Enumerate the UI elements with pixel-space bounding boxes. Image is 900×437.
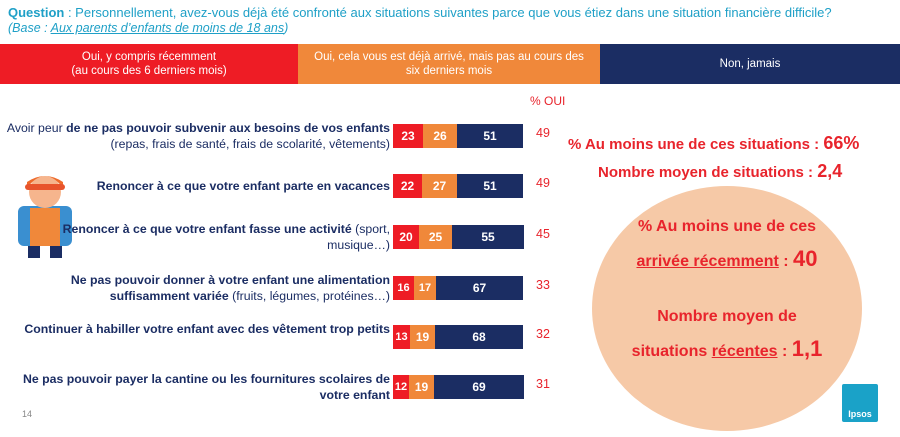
bar-segment-never: 68 <box>435 325 523 349</box>
total-oui: 32 <box>536 327 550 341</box>
summary-avg-value: 2,4 <box>817 161 843 181</box>
question: Question : Personnellement, avez-vous dé… <box>8 4 898 21</box>
row-label: Ne pas pouvoir payer la cantine ou les f… <box>0 371 390 403</box>
row-label: Renoncer à ce que votre enfant fasse une… <box>0 221 390 253</box>
question-label: Question <box>8 5 65 20</box>
row-label-bold: Renoncer à ce que votre enfant fasse une… <box>62 222 352 236</box>
row-label-bold: Continuer à habiller votre enfant avec d… <box>24 322 390 336</box>
bar-segment-past: 27 <box>422 174 457 198</box>
circle-avg-pre: situations <box>631 343 712 360</box>
row-label-bold: Ne pas pouvoir donner à votre enfant une… <box>70 273 390 303</box>
highlight-circle <box>592 186 862 431</box>
row-label-post: (repas, frais de santé, frais de scolari… <box>110 137 390 151</box>
page-number: 14 <box>22 409 33 419</box>
circle-avg-line2: situations récentes : 1,1 <box>592 336 862 362</box>
circle-avg-line1: Nombre moyen de <box>657 308 797 325</box>
row-label: Avoir peur de ne pas pouvoir subvenir au… <box>0 120 390 152</box>
circle-avg-value: 1,1 <box>791 336 823 361</box>
bar-segment-past: 26 <box>423 124 457 148</box>
row-label-pre: Avoir peur <box>6 121 67 135</box>
row-label-post: (sport, musique…) <box>327 222 390 252</box>
ipsos-logo: Ipsos <box>842 384 878 422</box>
legend-recent: Oui, y compris récemment (au cours des 6… <box>0 44 298 84</box>
child-icon <box>18 176 72 258</box>
bar-segment-never: 51 <box>457 124 523 148</box>
bar-segment-never: 67 <box>436 276 523 300</box>
row-label-bold: Ne pas pouvoir payer la cantine ou les f… <box>23 372 390 402</box>
total-oui: 31 <box>536 377 550 391</box>
row-label: Ne pas pouvoir donner à votre enfant une… <box>0 272 390 304</box>
circle-recent-line2: arrivée récemment : 40 <box>592 246 862 272</box>
bar-segment-recent: 13 <box>393 325 410 349</box>
base-suffix: ) <box>284 21 289 35</box>
pct-oui-header: % OUI <box>530 94 566 108</box>
bar-segment-past: 19 <box>410 325 435 349</box>
total-oui: 49 <box>536 176 550 190</box>
circle-recent-value: 40 <box>793 246 818 271</box>
total-oui: 45 <box>536 227 550 241</box>
base-prefix: (Base : <box>8 21 51 35</box>
bar-segment-never: 55 <box>452 225 524 249</box>
summary-any-situation: % Au moins une de ces situations : 66% <box>568 133 859 154</box>
summary-avg-label: Nombre moyen de situations : <box>598 164 818 181</box>
total-oui: 49 <box>536 126 550 140</box>
summary-any-value: 66% <box>823 133 860 153</box>
summary-avg-situations: Nombre moyen de situations : 2,4 <box>598 161 842 182</box>
bar-segment-never: 51 <box>457 174 523 198</box>
bar-segment-past: 25 <box>419 225 452 249</box>
circle-avg-sep: : <box>777 343 792 360</box>
circle-avg-underlined: récentes <box>711 343 778 360</box>
circle-recent-sep: : <box>778 253 794 270</box>
bar-segment-past: 17 <box>414 276 436 300</box>
bar-segment-recent: 16 <box>393 276 414 300</box>
bar-segment-recent: 12 <box>393 375 409 399</box>
row-label: Continuer à habiller votre enfant avec d… <box>0 321 390 337</box>
row-label-post: (fruits, légumes, protéines…) <box>228 289 390 303</box>
summary-any-label: % Au moins une de ces situations : <box>568 136 824 153</box>
question-text: : Personnellement, avez-vous déjà été co… <box>64 5 832 20</box>
bar-segment-past: 19 <box>409 375 434 399</box>
bar-segment-recent: 22 <box>393 174 422 198</box>
row-label-bold: de ne pas pouvoir subvenir aux besoins d… <box>66 121 390 135</box>
row-label: Renoncer à ce que votre enfant parte en … <box>0 178 390 194</box>
bar-segment-recent: 20 <box>393 225 419 249</box>
circle-recent-underlined: arrivée récemment <box>636 253 779 270</box>
legend-past: Oui, cela vous est déjà arrivé, mais pas… <box>298 44 600 84</box>
row-label-bold: Renoncer à ce que votre enfant parte en … <box>96 179 390 193</box>
base-link[interactable]: Aux parents d’enfants de moins de 18 ans <box>50 21 285 35</box>
circle-recent-line1: % Au moins une de ces <box>637 218 817 235</box>
legend-never: Non, jamais <box>600 44 900 84</box>
bar-segment-never: 69 <box>434 375 524 399</box>
total-oui: 33 <box>536 278 550 292</box>
base-note: (Base : Aux parents d’enfants de moins d… <box>8 21 288 35</box>
bar-segment-recent: 23 <box>393 124 423 148</box>
